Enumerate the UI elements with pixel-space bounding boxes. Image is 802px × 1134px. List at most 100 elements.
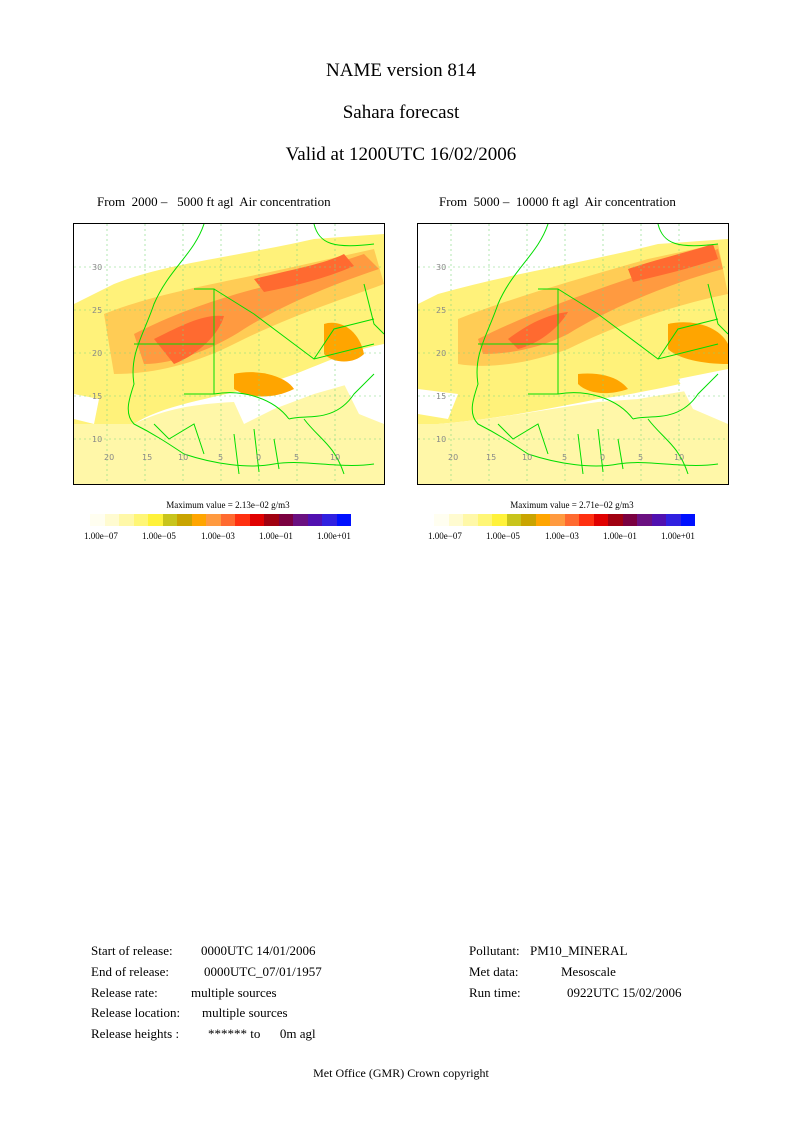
- scale-swatch: [336, 514, 351, 526]
- lon-label-5w: 5: [562, 453, 567, 462]
- panel-1-scale-labels: 1.00e−07 1.00e−05 1.00e−03 1.00e−01 1.00…: [84, 531, 374, 543]
- lat-label-10: 10: [436, 435, 446, 444]
- page-title: NAME version 814: [326, 60, 476, 81]
- lat-label-25: 25: [436, 306, 446, 315]
- scale-swatch: [651, 514, 666, 526]
- scale-swatch: [177, 514, 192, 526]
- scale-swatch: [506, 514, 521, 526]
- lon-label-15w: 15: [486, 453, 496, 462]
- scale-swatch: [550, 514, 565, 526]
- pollutant-value: PM10_MINERAL: [530, 943, 628, 958]
- scale-swatch: [637, 514, 652, 526]
- end-label: End of release:: [91, 964, 169, 979]
- panel-2-map: 30 25 20 15 10 20 15 10 5 0 5 10: [417, 223, 729, 485]
- lon-label-10w: 10: [178, 453, 188, 462]
- footer-copyright: Met Office (GMR) Crown copyright: [313, 1066, 489, 1080]
- lat-label-10: 10: [92, 435, 102, 444]
- scale-swatch: [593, 514, 608, 526]
- panel-1-title: From 2000 – 5000 ft agl Air concentratio…: [97, 194, 331, 209]
- scale-swatch: [448, 514, 463, 526]
- scale-label: 1.00e−07: [428, 531, 462, 541]
- scale-swatch: [535, 514, 550, 526]
- lon-label-20w: 20: [448, 453, 458, 462]
- lon-label-5e: 5: [638, 453, 643, 462]
- lon-label-15w: 15: [142, 453, 152, 462]
- scale-swatch: [293, 514, 308, 526]
- scale-label: 1.00e−03: [545, 531, 579, 541]
- lat-label-25: 25: [92, 306, 102, 315]
- scale-label: 1.00e+01: [317, 531, 351, 541]
- dust-field: [418, 239, 728, 484]
- scale-swatch: [680, 514, 695, 526]
- scale-swatch: [477, 514, 492, 526]
- panel-1-color-scale: [90, 514, 351, 526]
- scale-swatch: [463, 514, 478, 526]
- scale-swatch: [235, 514, 250, 526]
- heights-value: ****** to 0m agl: [208, 1026, 316, 1041]
- scale-swatch: [133, 514, 148, 526]
- scale-swatch: [492, 514, 507, 526]
- scale-label: 1.00e−07: [84, 531, 118, 541]
- lon-label-5e: 5: [294, 453, 299, 462]
- panel-1-map-svg: 30 25 20 15 10 20 15 10 5 0 5 10: [74, 224, 384, 484]
- scale-label: 1.00e−01: [603, 531, 637, 541]
- scale-swatch: [264, 514, 279, 526]
- lon-label-10e: 10: [330, 453, 340, 462]
- borders: [127, 224, 384, 475]
- panel-1-map: 30 25 20 15 10 20 15 10 5 0 5 10: [73, 223, 385, 485]
- panel-2-color-scale: [434, 514, 695, 526]
- scale-label: 1.00e−03: [201, 531, 235, 541]
- scale-label: 1.00e−05: [142, 531, 176, 541]
- dust-field: [74, 234, 384, 484]
- graticule: [74, 224, 384, 484]
- lon-label-10e: 10: [674, 453, 684, 462]
- scale-label: 1.00e−05: [486, 531, 520, 541]
- scale-label: 1.00e+01: [661, 531, 695, 541]
- forecast-subtitle: Sahara forecast: [342, 102, 460, 123]
- lon-label-5w: 5: [218, 453, 223, 462]
- location-value: multiple sources: [202, 1005, 288, 1020]
- scale-swatch: [206, 514, 221, 526]
- valid-time: Valid at 1200UTC 16/02/2006: [285, 144, 517, 165]
- lat-label-15: 15: [436, 392, 446, 401]
- run-label: Run time:: [469, 985, 521, 1000]
- lat-label-15: 15: [92, 392, 102, 401]
- scale-label: 1.00e−01: [259, 531, 293, 541]
- lon-label-20w: 20: [104, 453, 114, 462]
- scale-swatch: [622, 514, 637, 526]
- panel-2-title: From 5000 – 10000 ft agl Air concentrati…: [439, 194, 676, 209]
- pollutant-label: Pollutant:: [469, 943, 520, 958]
- panel-1-max-value: Maximum value = 2.13e−02 g/m3: [166, 500, 290, 510]
- met-value: Mesoscale: [561, 964, 616, 979]
- lon-label-10w: 10: [522, 453, 532, 462]
- scale-swatch: [278, 514, 293, 526]
- scale-swatch: [90, 514, 105, 526]
- scale-swatch: [666, 514, 681, 526]
- heights-label: Release heights :: [91, 1026, 180, 1041]
- lat-label-30: 30: [92, 263, 102, 272]
- scale-swatch: [148, 514, 163, 526]
- scale-swatch: [434, 514, 449, 526]
- lon-label-0: 0: [600, 453, 605, 462]
- lon-label-0: 0: [256, 453, 261, 462]
- start-value: 0000UTC 14/01/2006: [201, 943, 316, 958]
- scale-swatch: [564, 514, 579, 526]
- lat-label-20: 20: [436, 349, 446, 358]
- run-value: 0922UTC 15/02/2006: [567, 985, 682, 1000]
- scale-swatch: [608, 514, 623, 526]
- scale-swatch: [162, 514, 177, 526]
- scale-swatch: [521, 514, 536, 526]
- location-label: Release location:: [91, 1005, 181, 1020]
- scale-swatch: [322, 514, 337, 526]
- borders: [471, 224, 728, 475]
- panel-2-max-value: Maximum value = 2.71e−02 g/m3: [510, 500, 634, 510]
- panel-2-map-svg: 30 25 20 15 10 20 15 10 5 0 5 10: [418, 224, 728, 484]
- lat-label-20: 20: [92, 349, 102, 358]
- end-value: 0000UTC_07/01/1957: [204, 964, 322, 979]
- scale-swatch: [191, 514, 206, 526]
- scale-swatch: [119, 514, 134, 526]
- rate-value: multiple sources: [191, 985, 277, 1000]
- panel-2-scale-labels: 1.00e−07 1.00e−05 1.00e−03 1.00e−01 1.00…: [428, 531, 718, 543]
- met-label: Met data:: [469, 964, 519, 979]
- scale-swatch: [249, 514, 264, 526]
